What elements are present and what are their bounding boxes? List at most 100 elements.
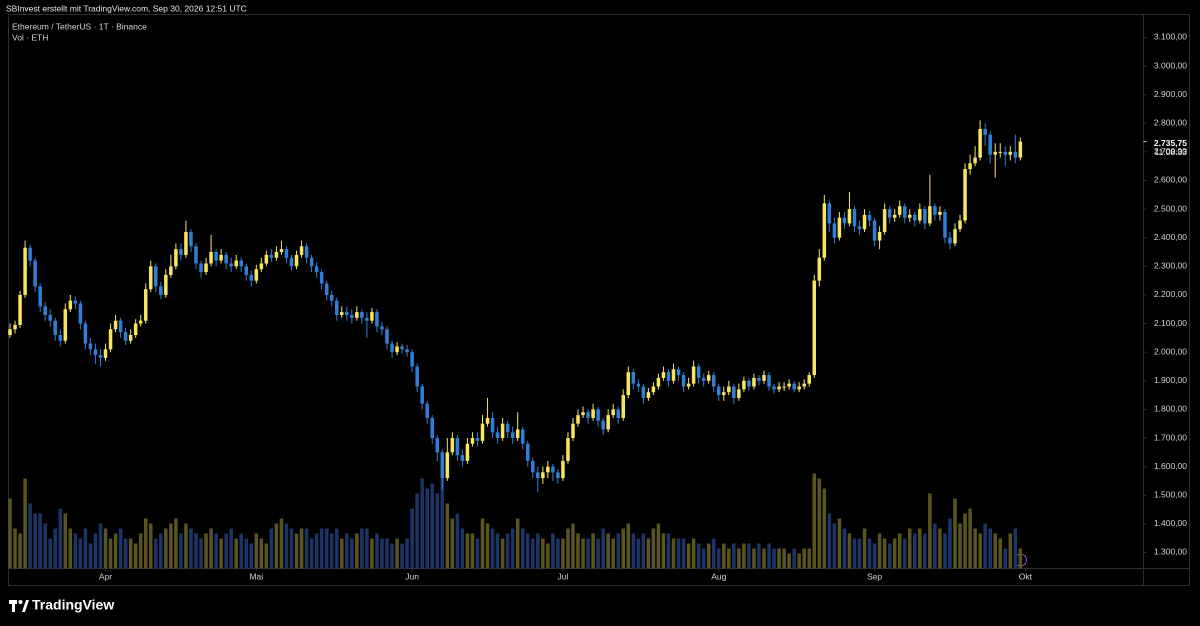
- volume-bar: [495, 533, 500, 569]
- volume-bar: [908, 528, 912, 569]
- volume-bar: [360, 528, 364, 569]
- volume-bar: [435, 493, 440, 569]
- volume-bar: [621, 528, 626, 569]
- candle-body: [716, 386, 721, 396]
- candle-body: [963, 169, 967, 221]
- candle-body: [887, 209, 892, 218]
- candle-body: [53, 320, 58, 335]
- candle-body: [772, 386, 776, 390]
- volume-bar: [897, 533, 902, 569]
- candle-body: [28, 247, 32, 261]
- volume-bar: [807, 548, 811, 569]
- y-tick-label: 2.800,00: [1154, 117, 1187, 127]
- volume-bar: [822, 488, 827, 569]
- candle-body: [561, 460, 565, 479]
- candle-body: [1018, 141, 1023, 158]
- candle-body: [324, 283, 329, 295]
- x-tick-label: Jun: [405, 571, 419, 581]
- candle-body: [229, 263, 233, 267]
- candle-body: [480, 423, 485, 441]
- candle-body: [234, 260, 238, 267]
- candle-body: [510, 432, 515, 439]
- candle-body: [711, 375, 716, 387]
- volume-bar: [867, 538, 872, 569]
- volume-bar: [1013, 528, 1018, 569]
- volume-bar: [13, 528, 17, 569]
- y-tick-label: 1.500,00: [1154, 489, 1187, 499]
- volume-bar: [842, 528, 847, 569]
- volume-bar: [711, 538, 716, 569]
- volume-bar: [329, 533, 334, 569]
- candle-body: [329, 294, 334, 301]
- volume-bar: [340, 538, 344, 569]
- candle-body: [460, 455, 465, 461]
- volume-bar: [606, 533, 610, 569]
- candle-body: [360, 312, 364, 318]
- volume-bar: [460, 528, 465, 569]
- volume-bar: [375, 533, 379, 569]
- volume-bar: [701, 548, 706, 569]
- volume-bar: [209, 528, 213, 569]
- volume-bar: [767, 543, 771, 569]
- candle-body: [93, 349, 98, 356]
- candle-body: [591, 409, 595, 418]
- volume-bar: [792, 548, 796, 569]
- volume-bar: [938, 528, 942, 569]
- volume-bar: [73, 533, 78, 569]
- volume-bar: [671, 538, 676, 569]
- volume-bar: [556, 538, 560, 569]
- volume-bar: [83, 528, 88, 569]
- candle-body: [435, 438, 440, 453]
- candle-body: [355, 312, 359, 318]
- volume-bar: [983, 523, 987, 569]
- candle-body: [722, 392, 726, 396]
- volume-bar: [546, 543, 550, 569]
- volume-bar: [762, 548, 766, 569]
- volume-bar: [777, 548, 781, 569]
- y-tick-label: 1.400,00: [1154, 518, 1187, 528]
- candle-body: [33, 260, 37, 287]
- candle-body: [375, 312, 379, 327]
- candle-body: [395, 346, 399, 353]
- volume-bar: [1018, 548, 1023, 569]
- candle-body: [882, 209, 887, 232]
- volume-bar: [616, 533, 620, 569]
- volume-bar: [505, 533, 510, 569]
- candle-body: [63, 309, 68, 341]
- candle-body: [706, 375, 711, 381]
- volume-bar: [430, 483, 434, 569]
- y-tick-label: 2.700,00: [1154, 146, 1187, 156]
- candle-body: [847, 209, 852, 224]
- candle-body: [631, 372, 636, 384]
- candle-body: [696, 366, 701, 378]
- volume-bar: [390, 543, 394, 569]
- y-tick-label: 1.600,00: [1154, 461, 1187, 471]
- y-tick-label: 1.300,00: [1154, 547, 1187, 557]
- volume-bar: [128, 538, 133, 569]
- candle-body: [978, 128, 982, 158]
- volume-bar: [988, 528, 992, 569]
- volume-bar: [782, 548, 786, 569]
- candle-body: [123, 332, 128, 341]
- volume-bar: [93, 533, 98, 569]
- volume-bar: [169, 523, 173, 569]
- volume-bar: [405, 538, 409, 569]
- volume-bar: [415, 493, 419, 569]
- volume-bar: [812, 473, 817, 569]
- candle-body: [656, 377, 661, 387]
- candle-body: [164, 274, 168, 295]
- candle-body: [390, 343, 394, 353]
- volume-bar: [998, 538, 1003, 569]
- candle-body: [983, 128, 987, 135]
- candle-body: [777, 386, 781, 390]
- volume-bar: [500, 538, 505, 569]
- candle-body: [415, 366, 419, 387]
- candle-body: [556, 472, 560, 479]
- volume-bar: [752, 548, 756, 569]
- candle-body: [807, 375, 811, 384]
- volume-bar: [732, 543, 736, 569]
- candle-body: [159, 286, 163, 295]
- y-tick-label: 2.300,00: [1154, 261, 1187, 271]
- candle-body: [531, 460, 535, 473]
